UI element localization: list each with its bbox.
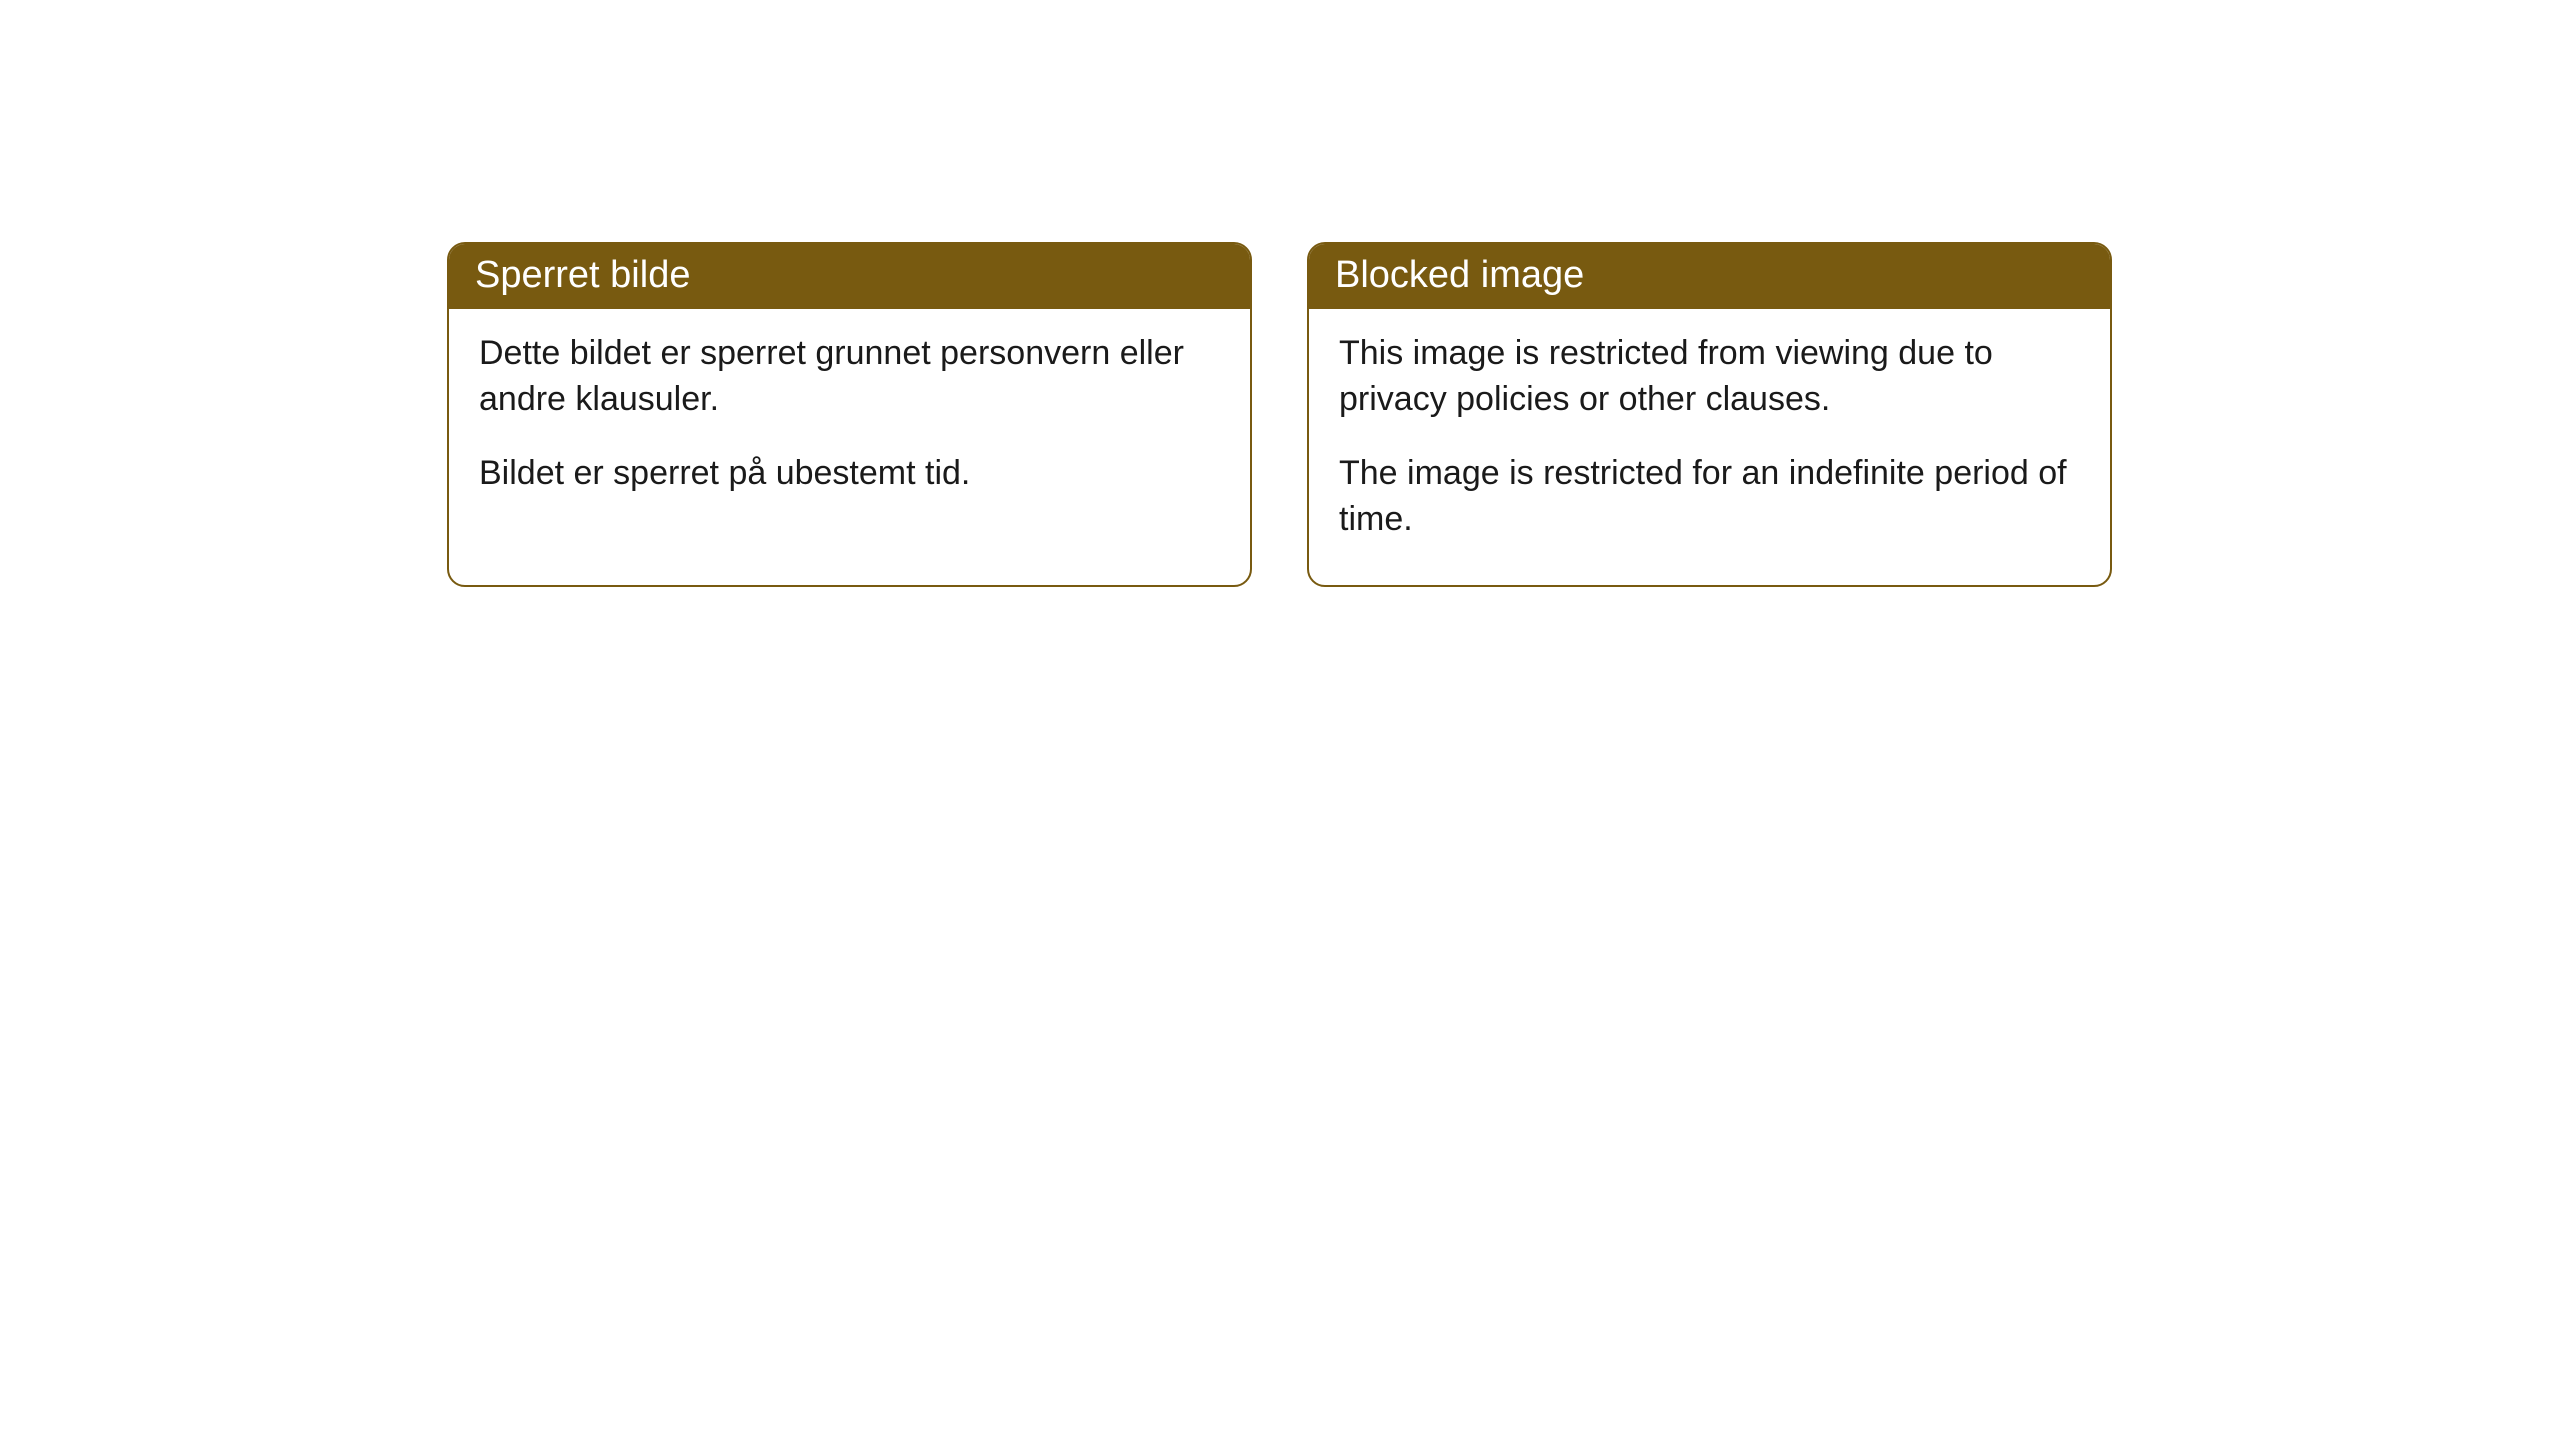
card-body-english: This image is restricted from viewing du… — [1309, 309, 2110, 585]
card-paragraph: This image is restricted from viewing du… — [1339, 331, 2080, 423]
card-english: Blocked image This image is restricted f… — [1307, 242, 2112, 587]
card-paragraph: Bildet er sperret på ubestemt tid. — [479, 451, 1220, 497]
card-header-english: Blocked image — [1309, 244, 2110, 309]
card-title: Sperret bilde — [475, 254, 690, 296]
card-norwegian: Sperret bilde Dette bildet er sperret gr… — [447, 242, 1252, 587]
card-paragraph: Dette bildet er sperret grunnet personve… — [479, 331, 1220, 423]
card-title: Blocked image — [1335, 254, 1584, 296]
card-body-norwegian: Dette bildet er sperret grunnet personve… — [449, 309, 1250, 539]
card-paragraph: The image is restricted for an indefinit… — [1339, 451, 2080, 543]
card-header-norwegian: Sperret bilde — [449, 244, 1250, 309]
cards-container: Sperret bilde Dette bildet er sperret gr… — [447, 242, 2112, 587]
